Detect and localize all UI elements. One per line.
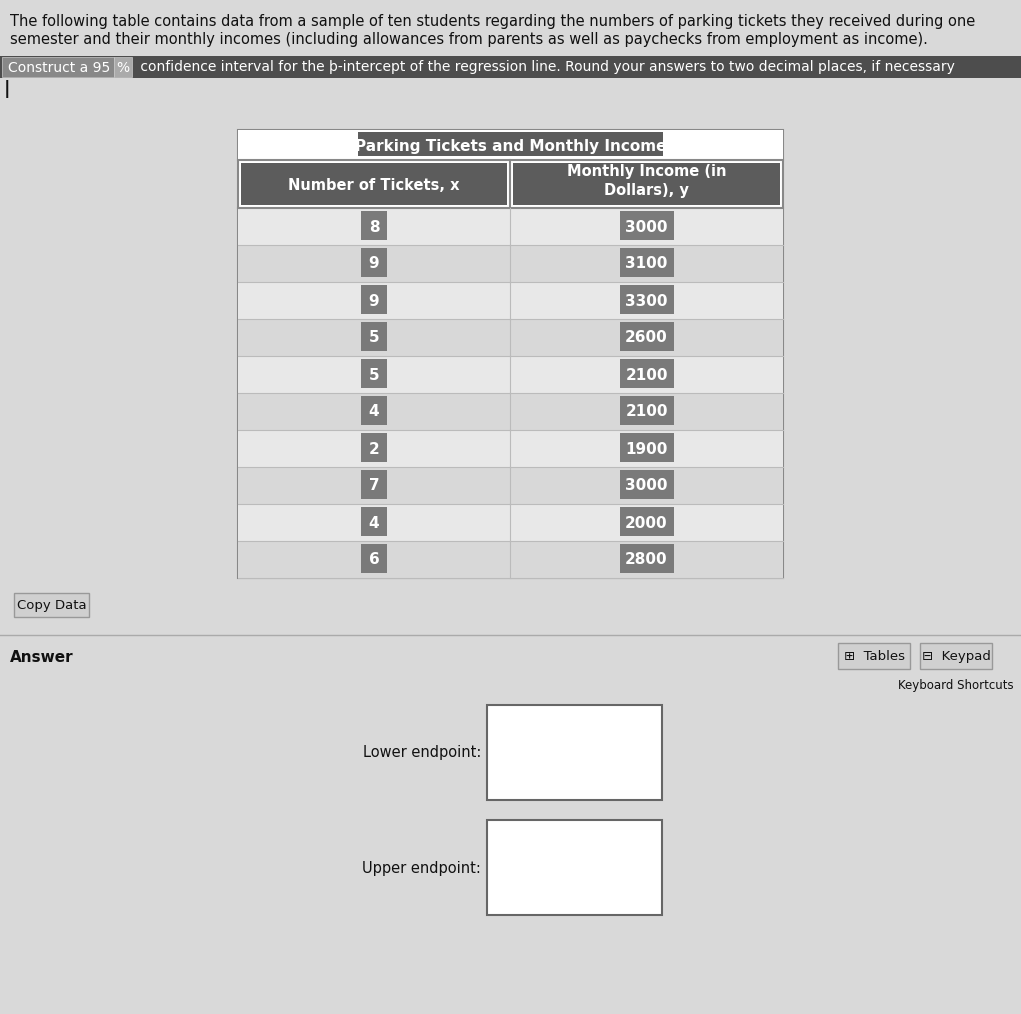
Bar bbox=[620, 507, 674, 536]
Bar bbox=[114, 57, 132, 77]
Text: 3000: 3000 bbox=[625, 219, 668, 234]
Bar bbox=[238, 541, 783, 578]
Text: 8: 8 bbox=[369, 219, 380, 234]
Text: The following table contains data from a sample of ten students regarding the nu: The following table contains data from a… bbox=[10, 14, 975, 29]
Text: Parking Tickets and Monthly Income: Parking Tickets and Monthly Income bbox=[354, 139, 667, 153]
Bar bbox=[620, 396, 674, 425]
Bar bbox=[620, 470, 674, 499]
Text: ⊞  Tables: ⊞ Tables bbox=[843, 650, 905, 663]
Bar bbox=[838, 643, 910, 669]
Text: ⊟  Keypad: ⊟ Keypad bbox=[922, 650, 990, 663]
Text: Number of Tickets, x: Number of Tickets, x bbox=[288, 177, 459, 193]
Bar bbox=[620, 544, 674, 573]
Bar bbox=[358, 132, 663, 156]
Text: Lower endpoint:: Lower endpoint: bbox=[362, 745, 481, 760]
Bar bbox=[238, 282, 783, 319]
Text: Construct a 95: Construct a 95 bbox=[8, 61, 110, 74]
Text: 7: 7 bbox=[369, 479, 380, 494]
Text: |: | bbox=[4, 80, 10, 98]
Text: 3100: 3100 bbox=[625, 257, 668, 272]
Bar bbox=[620, 322, 674, 351]
Bar bbox=[361, 359, 387, 388]
Text: 2100: 2100 bbox=[625, 367, 668, 382]
Text: 2600: 2600 bbox=[625, 331, 668, 346]
Text: Keyboard Shortcuts: Keyboard Shortcuts bbox=[898, 678, 1014, 692]
Text: %: % bbox=[116, 61, 130, 74]
Text: Monthly Income (in
Dollars), y: Monthly Income (in Dollars), y bbox=[567, 164, 726, 198]
Bar bbox=[620, 285, 674, 314]
Bar bbox=[361, 507, 387, 536]
Bar bbox=[14, 593, 89, 617]
Bar bbox=[238, 245, 783, 282]
Text: 6: 6 bbox=[369, 553, 380, 568]
Bar bbox=[238, 356, 783, 393]
Bar bbox=[361, 211, 387, 240]
Bar bbox=[238, 208, 783, 245]
Bar bbox=[620, 433, 674, 462]
Bar bbox=[513, 163, 780, 205]
Text: confidence interval for the þ-intercept of the regression line. Round your answe: confidence interval for the þ-intercept … bbox=[136, 61, 955, 74]
Text: 5: 5 bbox=[369, 331, 380, 346]
Text: 2100: 2100 bbox=[625, 405, 668, 420]
Bar bbox=[361, 433, 387, 462]
Text: 2: 2 bbox=[369, 441, 380, 456]
Bar bbox=[238, 504, 783, 541]
Bar bbox=[361, 322, 387, 351]
Text: 1900: 1900 bbox=[625, 441, 668, 456]
Bar bbox=[2, 57, 114, 77]
Text: Upper endpoint:: Upper endpoint: bbox=[362, 861, 481, 875]
Text: 9: 9 bbox=[369, 293, 380, 308]
Text: 9: 9 bbox=[369, 257, 380, 272]
Bar bbox=[238, 319, 783, 356]
Text: 2800: 2800 bbox=[625, 553, 668, 568]
Text: Copy Data: Copy Data bbox=[16, 599, 87, 612]
Bar bbox=[238, 130, 783, 578]
Bar bbox=[238, 130, 783, 160]
Bar bbox=[238, 467, 783, 504]
Bar bbox=[487, 705, 662, 800]
Bar bbox=[487, 820, 662, 915]
Text: Answer: Answer bbox=[10, 650, 74, 664]
Text: 5: 5 bbox=[369, 367, 380, 382]
Bar bbox=[238, 430, 783, 467]
Text: 4: 4 bbox=[369, 405, 380, 420]
Text: 3300: 3300 bbox=[625, 293, 668, 308]
Bar bbox=[620, 211, 674, 240]
Text: 3000: 3000 bbox=[625, 479, 668, 494]
Bar bbox=[361, 470, 387, 499]
Bar bbox=[0, 56, 1021, 78]
Bar bbox=[361, 396, 387, 425]
Bar bbox=[620, 359, 674, 388]
Bar bbox=[361, 285, 387, 314]
Text: 4: 4 bbox=[369, 515, 380, 530]
Bar bbox=[241, 163, 507, 205]
Bar bbox=[920, 643, 992, 669]
Text: semester and their monthly incomes (including allowances from parents as well as: semester and their monthly incomes (incl… bbox=[10, 32, 928, 47]
Text: 2000: 2000 bbox=[625, 515, 668, 530]
Bar bbox=[361, 544, 387, 573]
Bar bbox=[620, 248, 674, 277]
Bar bbox=[361, 248, 387, 277]
Bar bbox=[238, 393, 783, 430]
